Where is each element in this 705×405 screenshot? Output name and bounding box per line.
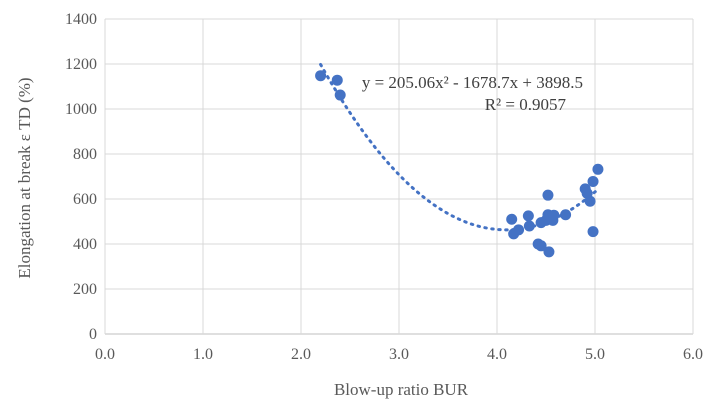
y-tick-label: 0 [89,326,97,343]
data-point [592,163,604,175]
data-point [548,209,560,221]
data-point [543,246,555,258]
data-point [587,175,599,187]
data-point [506,213,518,225]
trendline-equation: y = 205.06x² - 1678.7x + 3898.5 [362,73,583,92]
x-tick-label: 5.0 [585,346,605,363]
x-tick-label: 3.0 [389,346,409,363]
data-point [542,189,554,201]
data-point [587,226,599,238]
x-tick-label: 2.0 [291,346,311,363]
data-point [331,74,343,86]
y-tick-label: 400 [73,236,97,253]
x-tick-label: 6.0 [683,346,703,363]
r-squared: R² = 0.9057 [485,95,567,114]
data-points [315,70,604,258]
data-point [535,240,547,252]
y-tick-label: 800 [73,146,97,163]
data-point [560,209,572,221]
x-tick-labels: 0.0 1.0 2.0 3.0 4.0 5.0 6.0 [95,346,703,363]
y-tick-labels: 0 200 400 600 800 1000 1200 1400 [65,11,97,343]
data-point [334,89,346,101]
x-tick-label: 4.0 [487,346,507,363]
data-point [513,224,525,236]
data-point [584,195,596,207]
y-tick-label: 600 [73,191,97,208]
x-tick-label: 1.0 [193,346,213,363]
data-point [315,70,327,82]
y-tick-label: 1200 [65,56,97,73]
x-tick-label: 0.0 [95,346,115,363]
y-axis-title: Elongation at break ε TD (%) [15,77,34,278]
data-point [522,210,534,222]
data-point [523,220,535,232]
x-axis-title: Blow-up ratio BUR [334,380,469,399]
gridlines [104,18,694,335]
y-tick-label: 1400 [65,11,97,28]
y-tick-label: 1000 [65,101,97,118]
trendline [319,62,600,232]
y-tick-label: 200 [73,281,97,298]
